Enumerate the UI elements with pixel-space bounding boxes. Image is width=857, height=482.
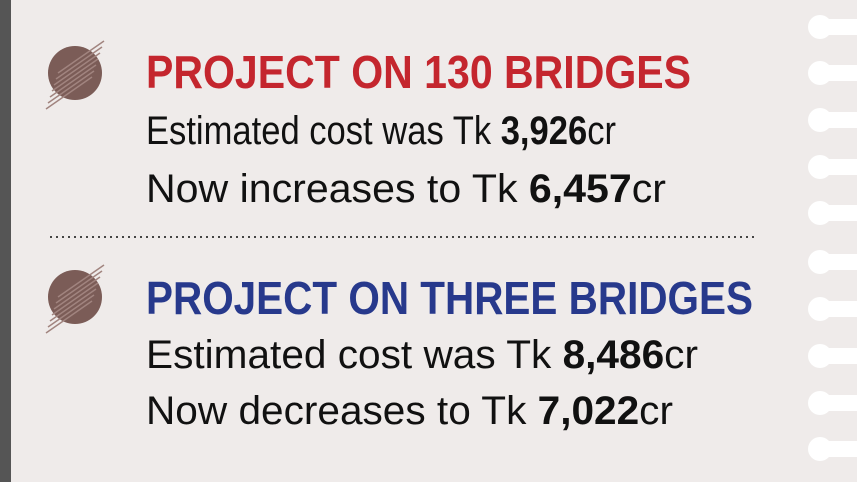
project-title: PROJECT ON THREE BRIDGES [146,272,753,324]
bullet-hatch [51,58,99,92]
bullet [45,264,105,334]
cost-prefix: Estimated cost was Tk [146,333,563,377]
bullet-hatch [45,76,93,110]
bullet-hatch [53,276,101,310]
cost-prefix: Now decreases to Tk [146,389,538,433]
cost-unit: cr [664,333,698,377]
bullet-hatch [47,70,95,104]
notebook-holes [808,15,857,461]
bullet-hatch [49,288,97,322]
bullet [45,40,105,110]
cost-unit: cr [632,167,666,211]
cost-amount: 3,926 [501,109,587,153]
hole [808,15,832,39]
hole [808,437,832,461]
hole [808,61,832,85]
bullet-fill [48,270,102,324]
hole [808,155,832,179]
cost-unit: cr [587,109,616,153]
cost-prefix: Now increases to Tk [146,167,529,211]
cost-unit: cr [639,389,673,433]
hole [808,391,832,415]
hole [808,250,832,274]
cost-line: Now decreases to Tk 7,022cr [146,389,673,433]
bullet-hatch [55,46,103,80]
cost-prefix: Estimated cost was Tk [146,109,501,153]
left-edge [0,0,11,482]
cost-amount: 8,486 [563,333,665,377]
bullet-hatch [45,300,93,334]
bullet-hatch [55,270,103,304]
hole [808,201,832,225]
bullet-hatch [51,282,99,316]
bullet-hatch [53,52,101,86]
hole [808,108,832,132]
bullet-hatch [57,264,105,298]
cost-line: Now increases to Tk 6,457cr [146,167,666,211]
bullet-hatch [57,40,105,74]
cost-amount: 7,022 [538,389,640,433]
bullet-hatch [47,294,95,328]
bullet-fill [48,46,102,100]
hole [808,297,832,321]
project-title: PROJECT ON 130 BRIDGES [146,46,691,98]
cost-line: Estimated cost was Tk 8,486cr [146,333,698,377]
cost-amount: 6,457 [529,167,632,211]
cost-line: Estimated cost was Tk 3,926cr [146,109,616,153]
hole [808,344,832,368]
bullet-hatch [49,64,97,98]
